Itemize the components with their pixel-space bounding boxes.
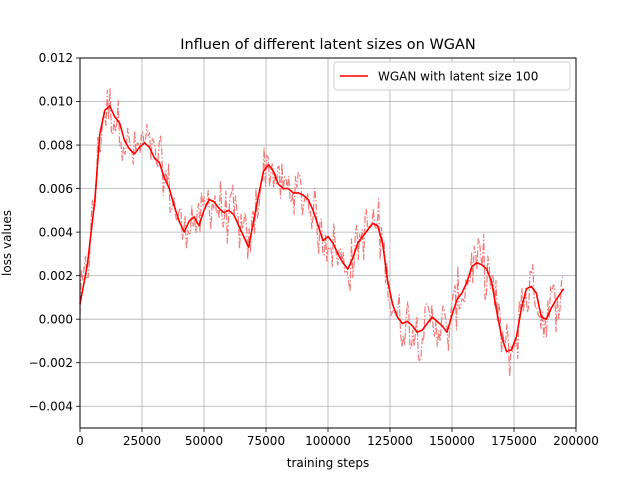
x-tick-label: 50000 bbox=[185, 434, 223, 448]
x-tick-label: 25000 bbox=[123, 434, 161, 448]
legend-box bbox=[333, 61, 571, 91]
x-tick-label: 125000 bbox=[367, 434, 413, 448]
y-tick-label: 0.006 bbox=[39, 182, 73, 196]
y-tick-label: 0.012 bbox=[39, 51, 73, 65]
series-lines bbox=[79, 105, 565, 353]
y-tick-label: 0.008 bbox=[39, 138, 73, 152]
x-tick-label: 150000 bbox=[429, 434, 475, 448]
legend: WGAN with latent size 100 bbox=[333, 61, 571, 91]
y-tick-label: −0.002 bbox=[29, 356, 73, 370]
y-tick-label: 0.002 bbox=[39, 269, 73, 283]
x-axis-label: training steps bbox=[287, 456, 370, 470]
x-axis-ticks: 0 25000 50000 75000 100000 125000 150000 175000… bbox=[76, 428, 599, 448]
series-line-latent-100 bbox=[79, 105, 565, 353]
x-tick-label: 200000 bbox=[553, 434, 599, 448]
x-tick-label: 75000 bbox=[247, 434, 285, 448]
y-tick-label: 0.004 bbox=[39, 225, 73, 239]
y-tick-label: 0.000 bbox=[39, 312, 73, 326]
legend-label: WGAN with latent size 100 bbox=[378, 70, 538, 84]
y-tick-label: −0.004 bbox=[29, 399, 73, 413]
x-tick-label: 0 bbox=[76, 434, 84, 448]
chart-title: Influen of different latent sizes on WGA… bbox=[180, 37, 476, 53]
x-tick-label: 175000 bbox=[491, 434, 537, 448]
y-axis-ticks: −0.004 −0.002 0.000 0.002 0.004 0.006 0.008 0.0… bbox=[29, 51, 80, 413]
y-tick-label: 0.010 bbox=[39, 95, 73, 109]
x-tick-label: 100000 bbox=[305, 434, 351, 448]
y-axis-label: loss values bbox=[0, 210, 14, 276]
